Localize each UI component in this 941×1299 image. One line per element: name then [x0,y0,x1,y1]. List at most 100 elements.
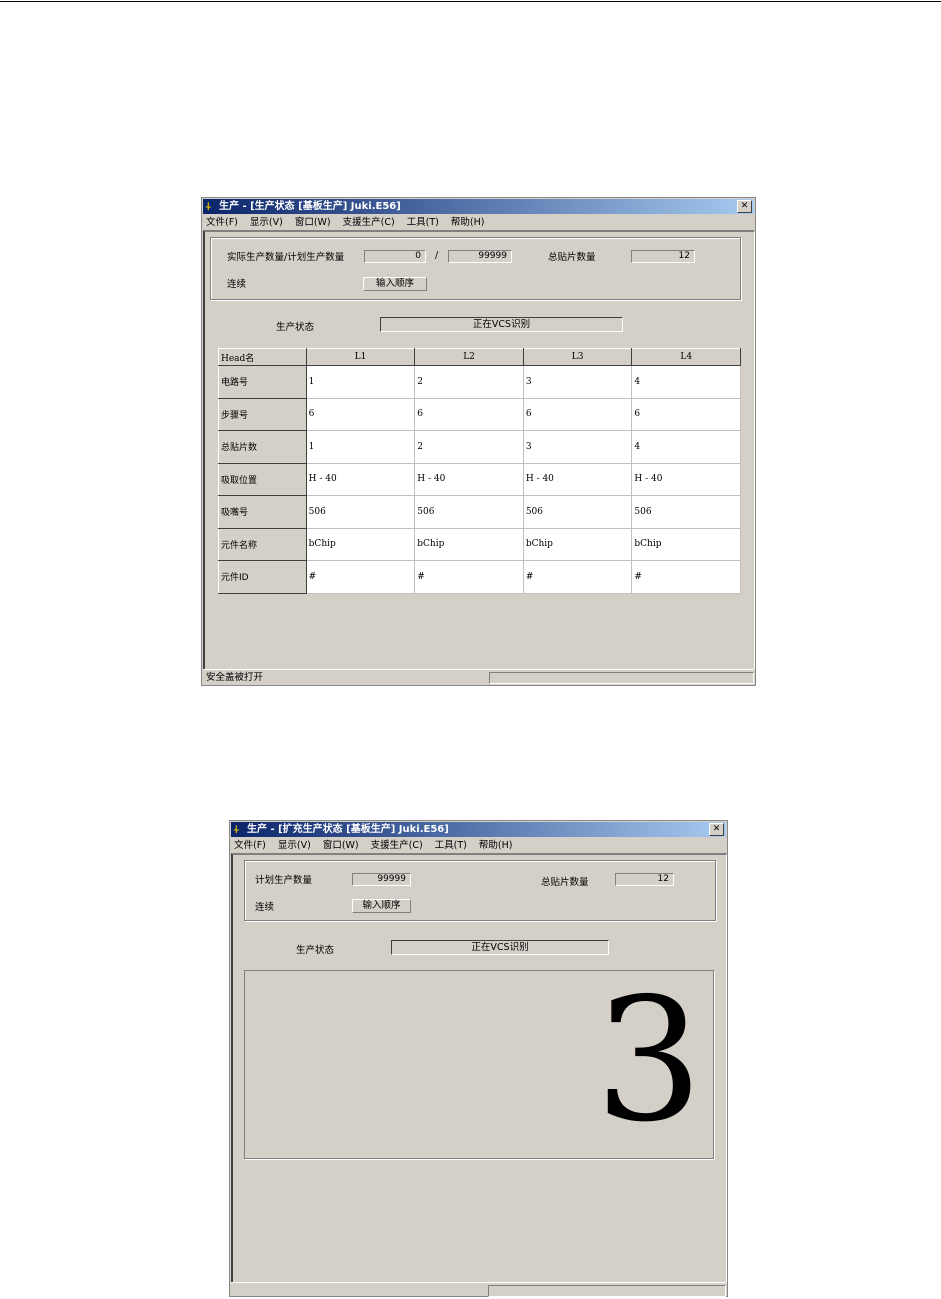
status-field: 正在VCS识别 [391,940,609,955]
row-header: 吸取位置 [218,462,307,496]
row-header: 元件ID [218,560,307,594]
mode-label: 连续 [255,902,275,913]
menu-help[interactable]: 帮助(H) [450,217,485,228]
table-cell: 3 [522,365,633,399]
table-cell: bChip [414,527,524,561]
table-row: 步骤号 6 6 6 6 [218,397,741,431]
status-bar-text: 安全盖被打开 [206,672,264,683]
status-bar: 安全盖被打开 [203,669,754,686]
table-cell: H - 40 [414,462,524,496]
column-header-l4[interactable]: L4 [631,348,741,366]
total-label: 总贴片数量 [541,877,589,888]
table-cell: 4 [631,365,741,399]
count-display: 3 [244,962,714,1160]
app-icon: ⍭ [233,823,240,836]
table-cell: 4 [631,430,741,464]
qty-separator: / [435,250,439,261]
production-info-group: 实际生产数量/计划生产数量 0 / 99999 总贴片数量 12 连续 输入顺序 [210,237,741,300]
menu-window[interactable]: 窗口(W) [322,840,359,851]
page-top-rule [0,1,941,2]
table-cell: 6 [522,397,633,431]
app-icon: ⍭ [205,200,212,213]
status-bar-panel [488,1285,726,1297]
input-order-button[interactable]: 输入顺序 [352,899,411,913]
menu-support[interactable]: 支援生产(C) [370,840,423,851]
input-order-button[interactable]: 输入顺序 [363,277,427,291]
menu-tools[interactable]: 工具(T) [406,217,439,228]
row-header: 吸嘴号 [218,495,307,529]
table-cell: bChip [522,527,633,561]
head-table: Head名 L1 L2 L3 L4 电路号 1 2 3 4 步骤号 6 6 6 6 总贴片数 1 2 3 4 吸取位置 H… [218,348,741,594]
client-area: 计划生产数量 99999 总贴片数量 12 连续 输入顺序 生产状态 正在VCS… [231,853,727,1282]
table-cell: 1 [305,365,416,399]
menu-window[interactable]: 窗口(W) [294,217,331,228]
table-cell: 506 [414,495,524,529]
table-cell: H - 40 [522,462,633,496]
table-row: 元件ID # # # # [218,560,741,594]
title-bar: ⍭ 生产 - [生产状态 [基板生产] Juki.E56] ✕ [203,199,754,214]
table-cell: 1 [305,430,416,464]
table-row: 总贴片数 1 2 3 4 [218,430,741,464]
table-cell: bChip [305,527,416,561]
big-count-number: 3 [594,962,703,1160]
menu-view[interactable]: 显示(V) [277,840,311,851]
table-cell: bChip [631,527,741,561]
title-bar: ⍭ 生产 - [扩充生产状态 [基板生产] Juki.E56] ✕ [231,822,726,837]
production-status-window: ⍭ 生产 - [生产状态 [基板生产] Juki.E56] ✕ 文件(F) 显示… [201,197,756,686]
extended-status-window: ⍭ 生产 - [扩充生产状态 [基板生产] Juki.E56] ✕ 文件(F) … [229,820,728,1297]
table-cell: H - 40 [305,462,416,496]
table-row: 吸嘴号 506 506 506 506 [218,495,741,529]
planned-qty-field: 99999 [352,873,411,886]
planned-label: 计划生产数量 [255,875,313,886]
table-cell: 6 [631,397,741,431]
status-bar [231,1282,726,1299]
menu-view[interactable]: 显示(V) [249,217,283,228]
table-corner-header: Head名 [218,348,307,366]
planned-qty-field: 99999 [448,250,512,263]
menu-bar: 文件(F) 显示(V) 窗口(W) 支援生产(C) 工具(T) 帮助(H) [234,838,512,853]
actual-qty-field: 0 [364,250,426,263]
table-cell: H - 40 [631,462,741,496]
status-label: 生产状态 [296,945,335,956]
row-header: 电路号 [218,365,307,399]
mode-label: 连续 [227,279,247,290]
menu-file[interactable]: 文件(F) [206,217,238,228]
table-cell: 2 [414,365,524,399]
window-title: 生产 - [扩充生产状态 [基板生产] Juki.E56] [247,824,449,835]
menu-file[interactable]: 文件(F) [234,840,266,851]
table-cell: 506 [522,495,633,529]
table-cell: 506 [631,495,741,529]
total-field: 12 [631,250,695,263]
table-row: 吸取位置 H - 40 H - 40 H - 40 H - 40 [218,462,741,496]
menu-support[interactable]: 支援生产(C) [342,217,395,228]
table-cell: # [414,560,524,594]
status-field: 正在VCS识别 [380,317,623,332]
table-cell: # [522,560,633,594]
client-area: 实际生产数量/计划生产数量 0 / 99999 总贴片数量 12 连续 输入顺序… [203,230,755,669]
qty-label: 实际生产数量/计划生产数量 [227,252,345,263]
table-row: 元件名称 bChip bChip bChip bChip [218,527,741,561]
window-title: 生产 - [生产状态 [基板生产] Juki.E56] [219,201,401,212]
table-cell: 3 [522,430,633,464]
table-row: 电路号 1 2 3 4 [218,365,741,399]
table-cell: 506 [305,495,416,529]
status-bar-panel [489,672,754,684]
total-label: 总贴片数量 [548,252,596,263]
menu-bar: 文件(F) 显示(V) 窗口(W) 支援生产(C) 工具(T) 帮助(H) [206,215,484,230]
production-info-group: 计划生产数量 99999 总贴片数量 12 连续 输入顺序 [244,860,716,921]
row-header: 步骤号 [218,397,307,431]
menu-tools[interactable]: 工具(T) [434,840,467,851]
row-header: 元件名称 [218,527,307,561]
column-header-l3[interactable]: L3 [522,348,633,366]
total-field: 12 [615,873,674,886]
close-button[interactable]: ✕ [737,200,752,213]
table-cell: 2 [414,430,524,464]
column-header-l1[interactable]: L1 [305,348,416,366]
table-cell: 6 [414,397,524,431]
table-cell: # [631,560,741,594]
row-header: 总贴片数 [218,430,307,464]
close-button[interactable]: ✕ [709,823,724,836]
column-header-l2[interactable]: L2 [414,348,524,366]
table-cell: 6 [305,397,416,431]
menu-help[interactable]: 帮助(H) [478,840,513,851]
